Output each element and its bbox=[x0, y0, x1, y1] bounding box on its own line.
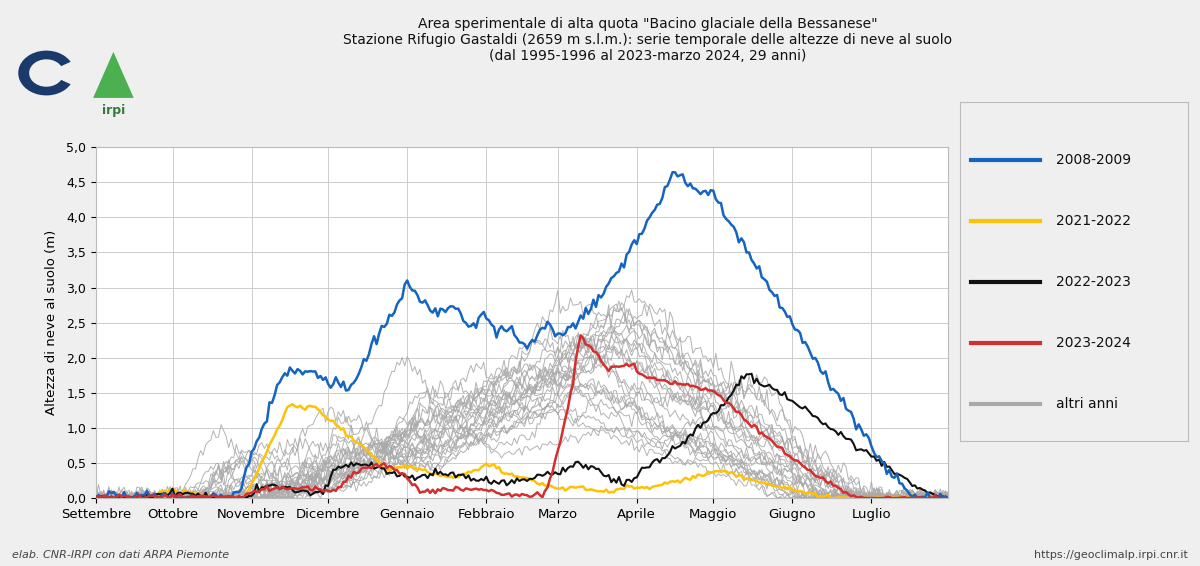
Text: 2021-2022: 2021-2022 bbox=[1056, 214, 1130, 228]
Text: 2008-2009: 2008-2009 bbox=[1056, 153, 1130, 166]
Text: https://geoclimalp.irpi.cnr.it: https://geoclimalp.irpi.cnr.it bbox=[1034, 550, 1188, 560]
Text: Area sperimentale di alta quota "Bacino glaciale della Bessanese"
Stazione Rifug: Area sperimentale di alta quota "Bacino … bbox=[343, 17, 953, 63]
Wedge shape bbox=[18, 50, 71, 96]
Text: irpi: irpi bbox=[102, 104, 125, 117]
Text: altri anni: altri anni bbox=[1056, 397, 1117, 411]
Text: 2023-2024: 2023-2024 bbox=[1056, 336, 1130, 350]
Y-axis label: Altezza di neve al suolo (m): Altezza di neve al suolo (m) bbox=[44, 230, 58, 415]
Text: 2022-2023: 2022-2023 bbox=[1056, 275, 1130, 289]
Text: elab. CNR-IRPI con dati ARPA Piemonte: elab. CNR-IRPI con dati ARPA Piemonte bbox=[12, 550, 229, 560]
Polygon shape bbox=[94, 52, 133, 98]
